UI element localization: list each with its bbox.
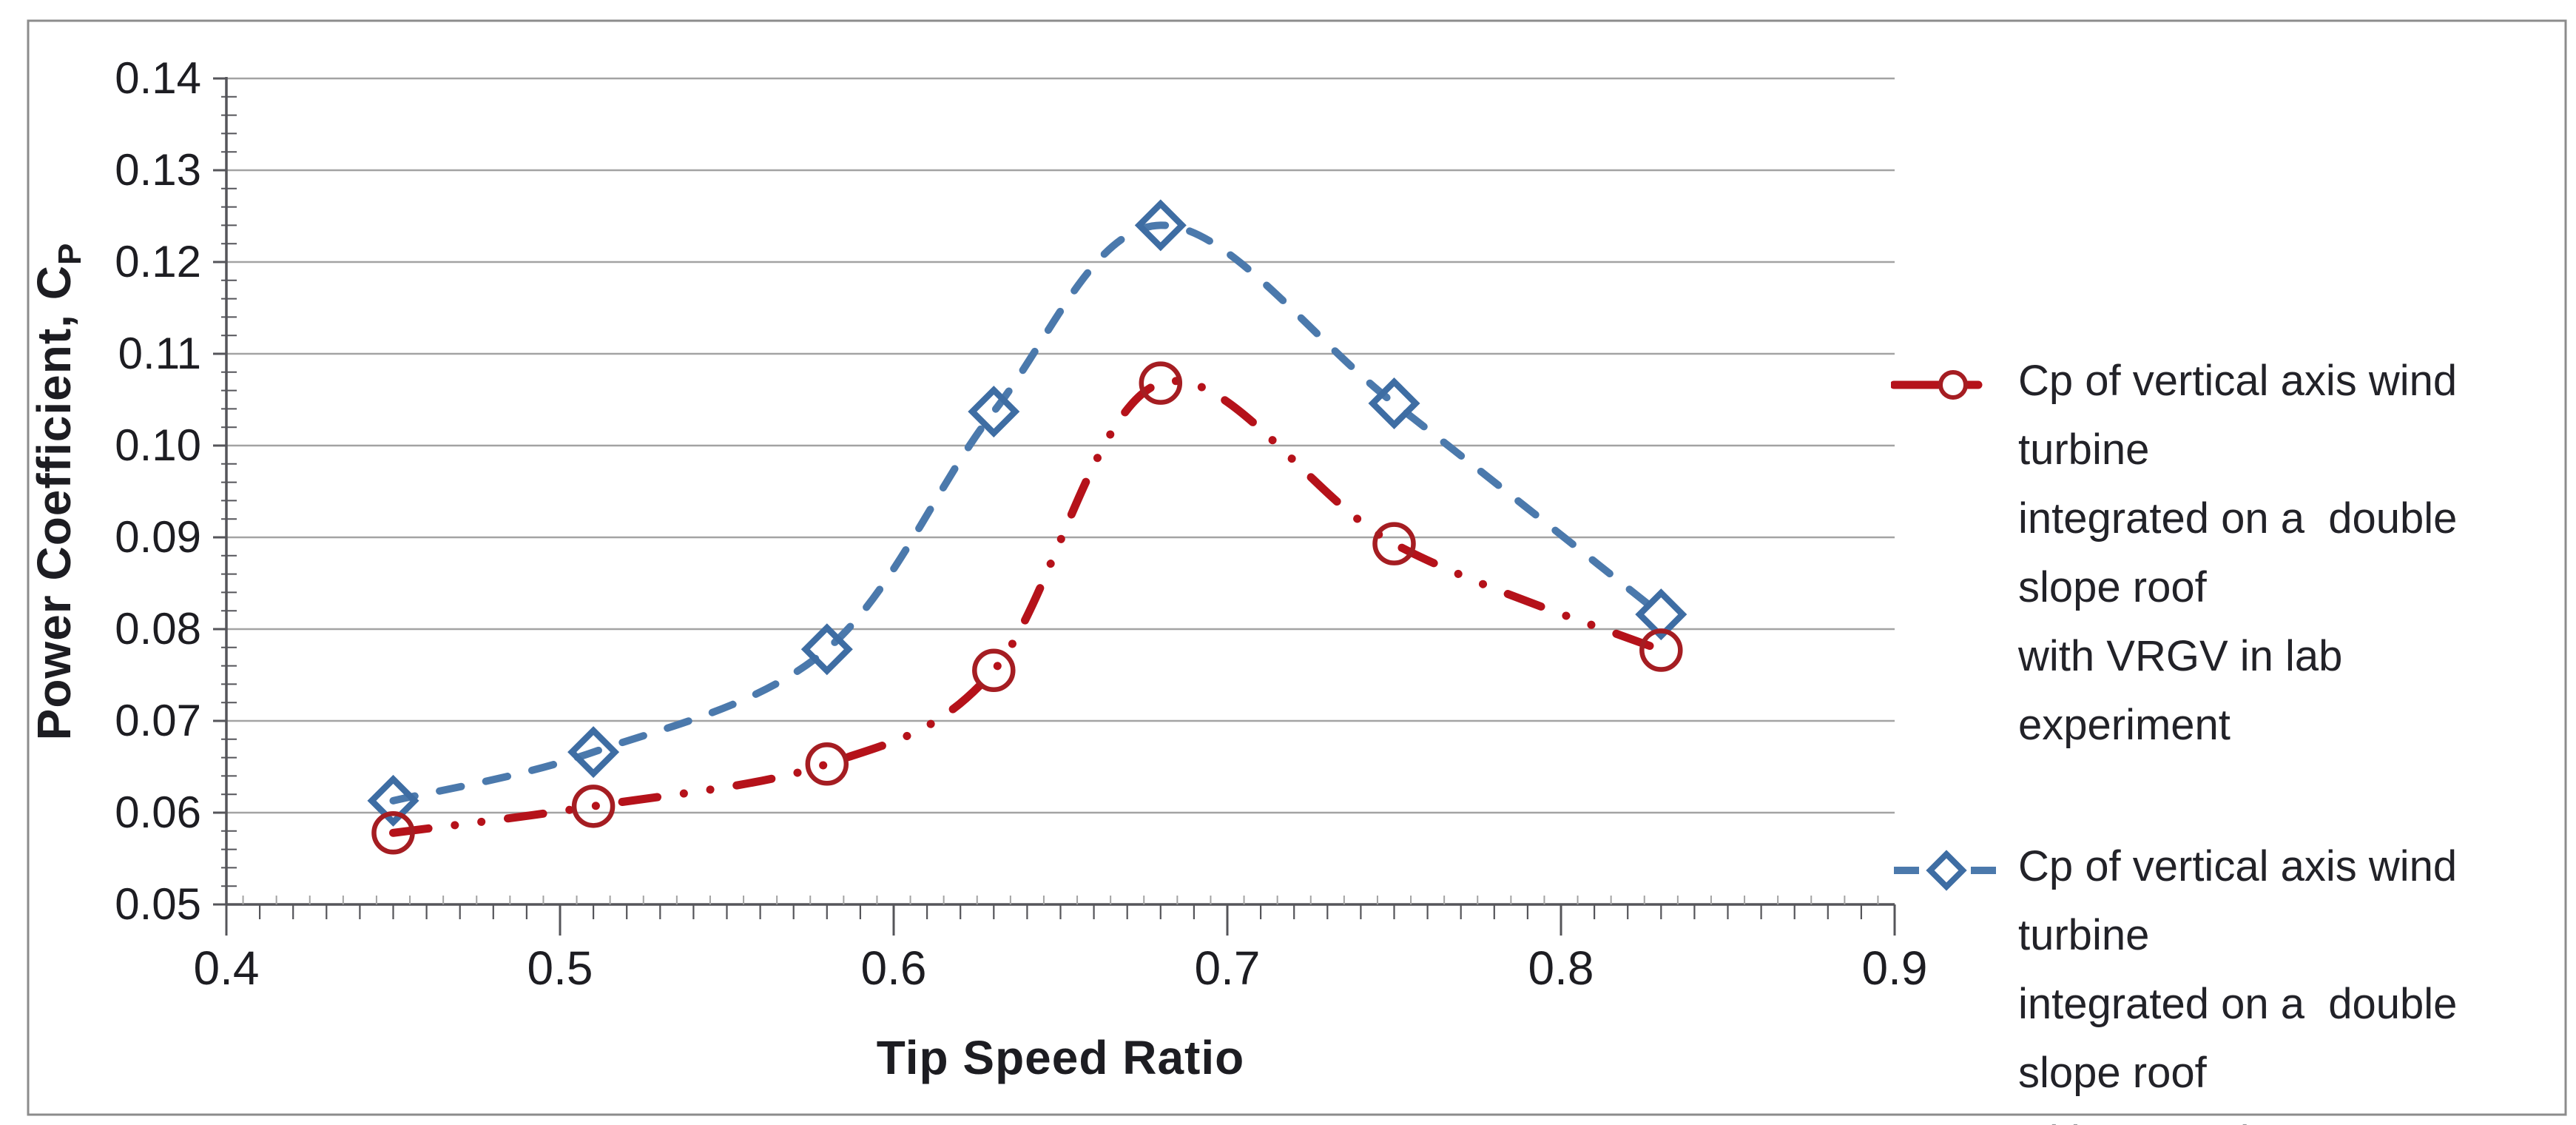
lab-data-point-marker: [1139, 361, 1183, 405]
lab-data-point-marker: [371, 811, 415, 855]
cfd-data-point-marker: [1635, 588, 1687, 641]
legend-label-cfd-line1: Cp of vertical axis wind turbine: [2018, 842, 2469, 959]
y-tick-label: 0.06: [115, 788, 201, 837]
legend-label-lab-line3: with VRGV in lab experiment: [2018, 632, 2355, 749]
cfd-series-legend-marker-icon: [1894, 850, 1999, 891]
x-tick-label: 0.8: [1528, 941, 1594, 995]
y-tick-label: 0.08: [115, 604, 201, 654]
x-tick-label: 0.4: [194, 941, 260, 995]
cfd-data-point-marker: [1134, 199, 1187, 252]
legend-entry-cfd: Cp of vertical axis wind turbine integra…: [1891, 832, 2557, 1125]
cfd-data-point-marker: [567, 726, 620, 779]
x-axis-title: Tip Speed Ratio: [876, 1031, 1245, 1084]
cfd-data-point-marker: [968, 386, 1020, 438]
y-axis-title-text: Power Coefficient, C: [27, 265, 81, 741]
y-tick-label: 0.12: [115, 237, 201, 286]
legend-label-cfd: Cp of vertical axis wind turbine integra…: [2018, 832, 2557, 1125]
y-tick-label: 0.07: [115, 696, 201, 745]
lab-data-point-marker: [1639, 628, 1683, 672]
legend-label-lab: Cp of vertical axis wind turbine integra…: [2018, 346, 2557, 759]
legend: Cp of vertical axis wind turbine integra…: [1891, 346, 2557, 1125]
series-line-lab: [389, 377, 1665, 837]
y-tick-label: 0.09: [115, 512, 201, 562]
x-tick-label: 0.5: [527, 941, 593, 995]
lab-data-point-marker: [571, 785, 616, 828]
lab-data-point-marker: [805, 742, 849, 786]
legend-entry-lab: Cp of vertical axis wind turbine integra…: [1891, 346, 2557, 759]
y-tick-label: 0.14: [115, 53, 201, 103]
lab-data-point-marker: [972, 648, 1016, 693]
y-axis-title: Power Coefficient, CP: [27, 55, 89, 928]
lab-series-legend-marker-icon: [1891, 370, 1983, 400]
y-tick-label: 0.05: [115, 879, 201, 929]
x-tick-label: 0.7: [1195, 941, 1261, 995]
y-tick-label: 0.10: [115, 420, 201, 470]
legend-label-lab-line1: Cp of vertical axis wind turbine: [2018, 357, 2469, 474]
cfd-data-point-marker: [800, 623, 853, 676]
x-tick-label: 0.6: [861, 941, 927, 995]
cfd-data-point-marker: [367, 774, 419, 827]
cfd-data-point-marker: [1368, 377, 1420, 429]
legend-label-lab-line2: integrated on a double slope roof: [2018, 494, 2469, 611]
y-axis-title-subscript: P: [52, 242, 88, 266]
y-tick-label: 0.13: [115, 145, 201, 195]
lab-data-point-marker: [1372, 522, 1416, 565]
legend-label-cfd-line2: integrated on a double slope roof: [2018, 980, 2469, 1097]
legend-label-cfd-line3: with VRGV in CFD simulation: [2018, 1107, 2557, 1125]
x-tick-label: 0.9: [1862, 941, 1928, 995]
y-tick-label: 0.11: [118, 329, 201, 378]
figure-border: [27, 19, 2567, 1116]
series-line-cfd: [389, 221, 1665, 805]
